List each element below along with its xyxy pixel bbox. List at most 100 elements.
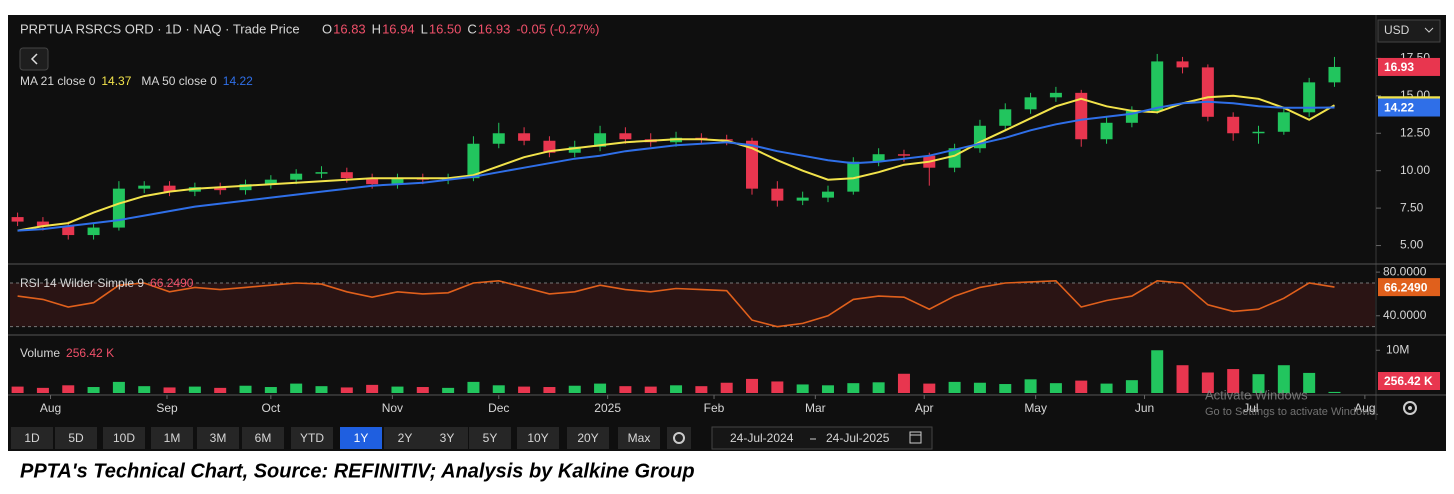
chart-settings-icon xyxy=(673,432,685,444)
volume-bar xyxy=(315,386,328,393)
range-button-label: 10Y xyxy=(527,431,548,445)
chevron-icon xyxy=(30,53,38,65)
volume-bar xyxy=(366,384,379,393)
currency-dropdown[interactable] xyxy=(1377,19,1441,43)
x-tick-label: Nov xyxy=(382,401,403,415)
candle-body xyxy=(1252,131,1265,134)
range-button[interactable] xyxy=(567,427,609,449)
last-value-tag-label: 16.93 xyxy=(1384,60,1414,74)
volume-bar xyxy=(568,385,581,393)
volume-bar xyxy=(36,387,49,393)
volume-bar xyxy=(771,381,784,393)
candle-body xyxy=(543,140,556,153)
volume-bar xyxy=(1227,369,1240,393)
volume-bar xyxy=(163,387,176,393)
x-tick-label: Aug xyxy=(40,401,61,415)
candle-body xyxy=(847,161,860,192)
volume-bar xyxy=(973,382,986,393)
candle-body xyxy=(746,140,759,189)
date-to: 24-Jul-2025 xyxy=(826,431,890,445)
volume-bar xyxy=(644,386,657,393)
volume-bar xyxy=(214,387,227,393)
volume-bar xyxy=(467,381,480,393)
candle-body xyxy=(1024,97,1037,110)
x-tick-label: Dec xyxy=(488,401,509,415)
symbol: PRPTUA RSRCS ORD · 1D · NAQ · Trade Pric… xyxy=(20,21,300,36)
watermark-text: Go to Settings to activate Windows. xyxy=(1205,406,1379,418)
volume-bar xyxy=(619,386,632,393)
candle-body xyxy=(138,185,151,189)
ohlc-key: O xyxy=(322,21,332,36)
volume-bar xyxy=(1328,391,1341,393)
range-button[interactable] xyxy=(426,427,468,449)
x-tick-label: Sep xyxy=(156,401,178,415)
candle-body xyxy=(264,179,277,185)
candle-body xyxy=(315,172,328,174)
y-tick-label: 5.00 xyxy=(1400,238,1424,252)
candle-body xyxy=(1201,67,1214,117)
candle-body xyxy=(1176,61,1189,68)
collapse-button[interactable] xyxy=(19,47,49,71)
candle-body xyxy=(391,178,404,185)
volume-bar xyxy=(264,387,277,393)
watermark-title: Activate Windows xyxy=(1205,387,1308,402)
candle-body xyxy=(1125,110,1138,123)
x-tick-label: May xyxy=(1024,401,1047,415)
candle-body xyxy=(1151,61,1164,111)
volume-bar xyxy=(11,386,24,393)
range-button-label: 1Y xyxy=(354,431,369,445)
range-button[interactable] xyxy=(618,427,660,449)
volume-bar xyxy=(138,386,151,393)
volume-bar xyxy=(1125,380,1138,393)
candle-body xyxy=(518,133,531,141)
y-tick-label: 40.0000 xyxy=(1383,308,1427,322)
range-button-label: 20Y xyxy=(577,431,598,445)
range-button-label: 10D xyxy=(113,431,135,445)
settings-icon[interactable] xyxy=(1403,401,1417,415)
ohlc-key: L xyxy=(421,21,428,36)
chart-settings-button[interactable] xyxy=(667,427,691,449)
settings-icon-center xyxy=(1408,406,1412,410)
candle-body xyxy=(594,133,607,147)
date-range[interactable] xyxy=(711,426,933,450)
price-change: -0.05 (-0.27%) xyxy=(516,21,599,36)
range-button[interactable] xyxy=(469,427,511,449)
range-button[interactable] xyxy=(517,427,559,449)
y-tick-label: 12.50 xyxy=(1400,125,1430,139)
volume-bar xyxy=(188,386,201,393)
volume-bar xyxy=(872,382,885,393)
x-tick-label: Jul xyxy=(1243,401,1258,415)
range-button[interactable] xyxy=(103,427,145,449)
candle-body xyxy=(796,197,809,201)
volume-bar xyxy=(1151,350,1164,393)
volume-bar xyxy=(518,386,531,393)
volume-bar xyxy=(1277,365,1290,393)
x-tick-label: Feb xyxy=(704,401,725,415)
legend-value: 14.37 xyxy=(101,74,131,88)
candle-body xyxy=(999,109,1012,126)
volume-bar xyxy=(416,387,429,393)
range-button[interactable] xyxy=(197,427,239,449)
range-button[interactable] xyxy=(242,427,284,449)
last-value-tag-label: 66.2490 xyxy=(1384,280,1428,294)
volume-bar xyxy=(112,381,125,393)
candle-body xyxy=(366,178,379,185)
range-button[interactable] xyxy=(340,427,382,449)
volume-bar xyxy=(543,387,556,393)
range-button[interactable] xyxy=(151,427,193,449)
range-button[interactable] xyxy=(55,427,97,449)
volume-bar xyxy=(442,387,455,393)
range-button[interactable] xyxy=(11,427,53,449)
volume-bar xyxy=(796,384,809,393)
volume-bar xyxy=(695,386,708,393)
y-tick-label: 10.00 xyxy=(1400,163,1430,177)
volume-bar xyxy=(290,383,303,393)
volume-bar xyxy=(948,381,961,393)
candle-body xyxy=(619,133,632,140)
range-button-label: 1D xyxy=(24,431,40,445)
range-button[interactable] xyxy=(384,427,426,449)
volume-bar xyxy=(670,385,683,393)
volume-bar xyxy=(897,373,910,393)
range-button[interactable] xyxy=(291,427,333,449)
